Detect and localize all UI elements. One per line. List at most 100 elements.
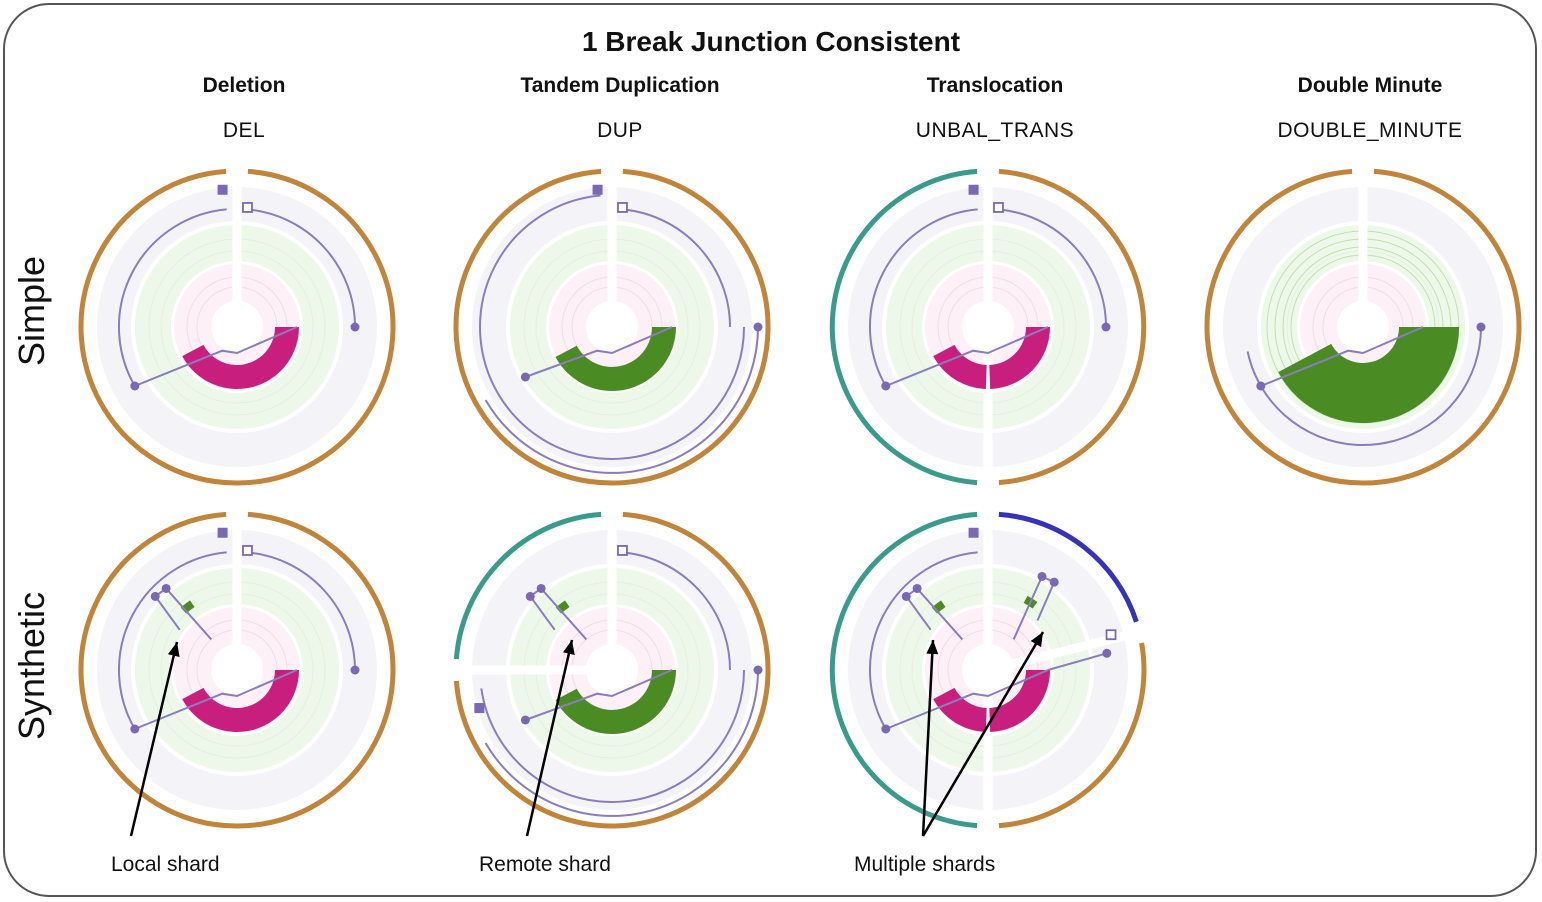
- junction-link: [885, 326, 1049, 387]
- junction-arc: [496, 326, 745, 460]
- copy-number-segment: [933, 344, 987, 389]
- breakpoint-dot: [520, 715, 530, 725]
- column-heading-double-minute: Double Minute: [1297, 74, 1443, 97]
- breakpoint-dot: [1256, 381, 1266, 391]
- junction-link: [134, 326, 298, 387]
- junction-arc: [622, 551, 731, 671]
- copy-number-segment: [989, 670, 1050, 732]
- annotation-arrowhead: [926, 640, 939, 655]
- telomere-square-filled: [968, 184, 979, 195]
- junction-link: [1047, 652, 1108, 671]
- chromosome-ideogram-arc: [453, 511, 771, 829]
- annotation-local-shard: Local shard: [111, 853, 220, 876]
- telomere-square-filled: [592, 184, 603, 195]
- breakpoint-dot: [1037, 571, 1047, 581]
- junction-arc: [117, 551, 227, 730]
- annotation-arrow-shaft: [921, 639, 935, 837]
- breakpoint-dot: [350, 322, 360, 332]
- copy-number-segment: [182, 687, 236, 732]
- chromosome-ideogram-arc: [998, 168, 1147, 486]
- junction-arc: [998, 208, 1107, 328]
- annotation-multiple-shards: Multiple shards: [854, 853, 996, 876]
- breakpoint-dot: [912, 583, 922, 593]
- column-type-dup: DUP: [597, 119, 643, 142]
- junction-link: [904, 587, 964, 641]
- chromosome-ideogram-arc: [829, 168, 978, 486]
- chromosome-ideogram-arc: [453, 511, 602, 660]
- center-hole: [211, 644, 263, 696]
- breakpoint-dot: [1102, 648, 1112, 658]
- column-type-double-minute: DOUBLE_MINUTE: [1277, 119, 1463, 142]
- telomere-square-open: [242, 202, 253, 213]
- telomere-square-open: [993, 202, 1004, 213]
- annotation-arrow-shaft: [129, 641, 179, 837]
- breakpoint-dot: [536, 583, 546, 593]
- breakpoint-dot: [525, 591, 535, 601]
- breakpoint-dot: [1476, 322, 1486, 332]
- breakpoint-dot: [130, 724, 140, 734]
- center-hole: [586, 644, 638, 696]
- chromosome-ideogram-arc: [998, 642, 1147, 829]
- copy-number-segment: [555, 327, 676, 391]
- junction-arc: [496, 669, 745, 803]
- telomere-square-open: [242, 545, 253, 556]
- junction-link: [525, 669, 673, 721]
- column-heading-deletion: Deletion: [202, 74, 286, 97]
- junction-link: [528, 587, 588, 641]
- annotation-arrowhead: [563, 640, 575, 655]
- column-type-del: DEL: [222, 119, 266, 142]
- breakpoint-dot: [150, 591, 160, 601]
- junction-arc: [868, 551, 978, 730]
- chromosome-ideogram-arc: [78, 168, 396, 486]
- telomere-square-filled: [968, 527, 979, 538]
- telomere-square-filled: [217, 184, 228, 195]
- annotation-arrow-shaft: [921, 631, 1045, 837]
- copy-number-segment: [933, 687, 987, 732]
- junction-arc: [117, 208, 227, 387]
- center-hole: [211, 301, 263, 353]
- junction-link: [1012, 575, 1056, 640]
- annotation-arrowhead: [167, 642, 180, 658]
- figure-frame: [3, 3, 1537, 897]
- chromosome-ideogram-arc: [78, 511, 396, 829]
- center-hole: [962, 301, 1014, 353]
- breakpoint-dot: [881, 381, 891, 391]
- breakpoint-dot: [753, 322, 763, 332]
- breakpoint-dot: [1101, 322, 1111, 332]
- copy-number-segment: [182, 344, 236, 389]
- chromosome-ideogram-arc: [453, 168, 771, 486]
- junction-arc: [484, 326, 759, 474]
- column-heading-translocation: Translocation: [926, 74, 1064, 97]
- junction-link: [153, 587, 213, 641]
- junction-arc: [247, 551, 356, 671]
- breakpoint-dot: [161, 583, 171, 593]
- breakpoint-dot: [881, 724, 891, 734]
- center-hole: [962, 644, 1014, 696]
- junction-arc: [622, 208, 731, 328]
- telomere-square-open: [617, 545, 628, 556]
- breakpoint-dot: [753, 665, 763, 675]
- chromosome-gap: [1010, 625, 1150, 669]
- chromosome-ideogram-arc: [829, 511, 978, 829]
- junction-arc: [480, 688, 499, 737]
- annotation-remote-shard: Remote shard: [479, 853, 611, 876]
- copy-number-segment: [233, 670, 299, 732]
- junction-arc: [1259, 326, 1482, 447]
- junction-arc: [484, 669, 759, 817]
- column-type-unbal-trans: UNBAL_TRANS: [915, 119, 1075, 142]
- junction-link: [134, 669, 298, 730]
- center-hole: [1337, 301, 1389, 353]
- junction-arc: [247, 208, 356, 328]
- chromosome-ideogram-arc: [998, 511, 1139, 623]
- copy-number-segment: [1278, 327, 1459, 423]
- center-hole: [586, 301, 638, 353]
- breakpoint-dot: [520, 372, 530, 382]
- annotation-arrow-shaft: [525, 639, 574, 837]
- junction-link: [1260, 326, 1424, 387]
- breakpoint-dot: [1049, 577, 1059, 587]
- breakpoint-dot: [350, 665, 360, 675]
- annotation-arrowhead: [1030, 632, 1043, 648]
- column-heading-tandem-duplication: Tandem Duplication: [520, 74, 720, 97]
- telomere-square-open: [617, 202, 628, 213]
